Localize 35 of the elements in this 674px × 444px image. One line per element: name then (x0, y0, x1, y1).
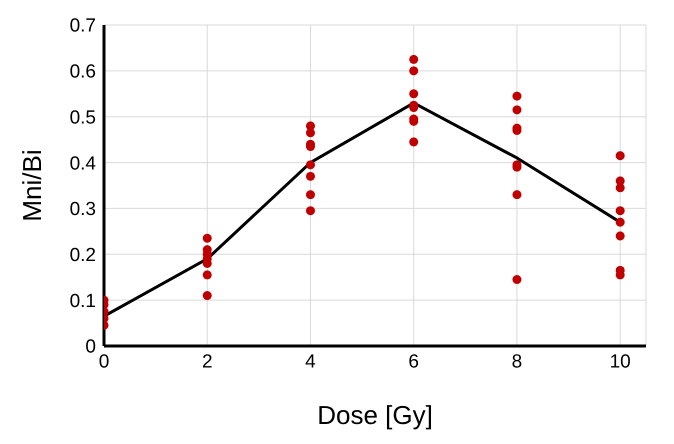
y-axis-title: Mni/Bi (17, 149, 48, 222)
x-tick-label: 8 (512, 351, 522, 372)
point (202, 291, 212, 300)
point (409, 89, 418, 98)
x-tick-label: 10 (610, 351, 631, 372)
y-tick-label: 0.3 (70, 199, 96, 220)
y-tick-label: 0.1 (70, 290, 96, 312)
point (616, 218, 625, 227)
point (512, 92, 522, 101)
x-axis-title: Dose [Gy] (317, 400, 433, 430)
y-tick-label: 0.7 (70, 16, 96, 37)
x-tick-label: 4 (305, 351, 316, 372)
point (306, 172, 315, 181)
y-tick-label: 0.5 (70, 107, 96, 128)
point (616, 231, 625, 240)
point (616, 206, 625, 216)
point (409, 137, 418, 146)
point (512, 190, 522, 200)
x-tick-label: 6 (408, 351, 420, 372)
point (202, 234, 212, 243)
point (512, 105, 522, 114)
point (409, 66, 418, 76)
point (306, 206, 315, 216)
y-tick-label: 0 (85, 336, 96, 358)
point (306, 160, 315, 170)
point (306, 190, 315, 200)
point (202, 270, 212, 280)
point (512, 275, 522, 284)
x-tick-label: 0 (98, 351, 110, 372)
y-tick-label: 0.4 (70, 153, 96, 174)
x-tick-label: 2 (202, 351, 213, 372)
y-tick-label: 0.2 (70, 245, 96, 266)
point (409, 54, 418, 64)
y-tick-label: 0.6 (70, 62, 96, 83)
point (616, 151, 625, 160)
